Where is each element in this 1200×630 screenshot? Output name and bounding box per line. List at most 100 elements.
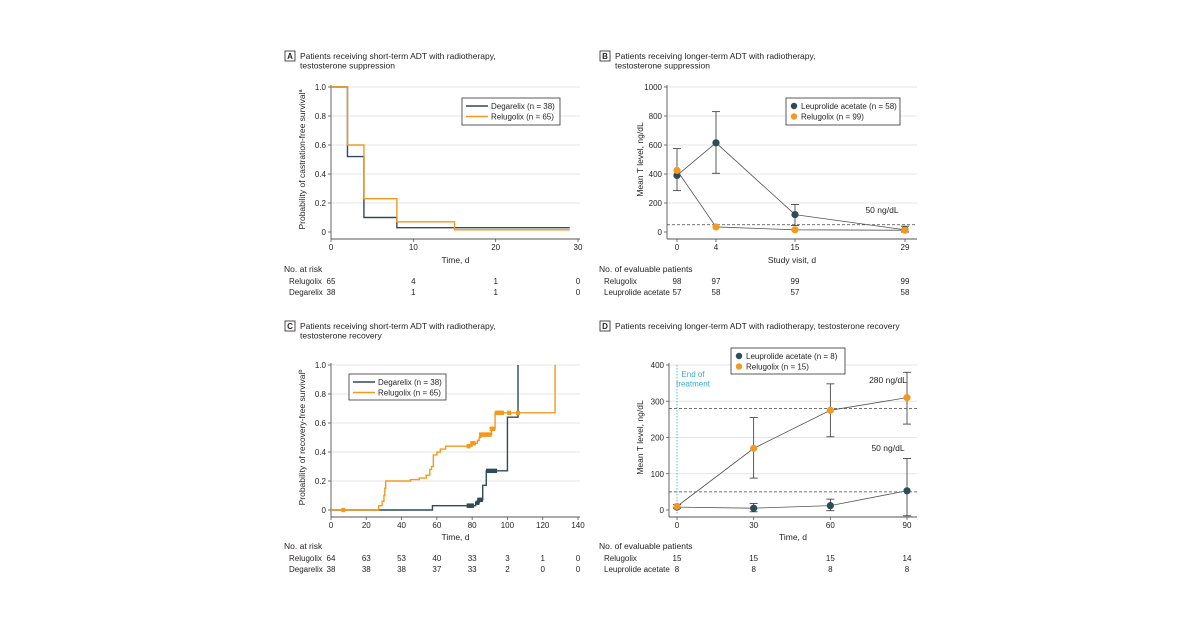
risk-table: No. at risk Relugolix 65 4 1 0 Degarelix 38 1 1 0 (284, 264, 581, 297)
y-tick-label: 0.6 (315, 141, 327, 150)
panel-C: C Patients receiving short-term ADT with … (284, 320, 585, 574)
x-tick-label: 10 (409, 243, 418, 252)
panel-letter-box (599, 320, 611, 332)
y-tick-label: 300 (651, 397, 665, 406)
panel-letter-box (284, 50, 296, 62)
y-axis-label: Mean T level, ng/dL (635, 400, 645, 475)
y-axis-label-text: Mean T level, ng/dL (635, 122, 645, 197)
reference-line-label: 50 ng/dL (865, 205, 898, 215)
data-point (673, 502, 681, 510)
data-point (712, 223, 720, 231)
series-navy (673, 111, 909, 234)
x-axis-label: Time, d (441, 255, 469, 265)
panel-letter: B (602, 52, 608, 61)
risk-value: 38 (397, 565, 406, 574)
censor-mark (471, 441, 476, 446)
y-axis-label: Probability of castration-free survivala (297, 89, 307, 230)
data-point (903, 394, 911, 402)
legend-label: Relugolix (n = 15) (746, 363, 809, 372)
risk-value: 3 (505, 554, 510, 563)
censor-mark (507, 410, 512, 416)
x-axis-label: Study visit, d (768, 255, 816, 265)
legend-label: Leuprolide acetate (n = 58) (801, 102, 897, 111)
y-axis-label-text: Probability of castration-free survival (297, 92, 307, 229)
x-tick-label: 60 (432, 521, 441, 530)
censor-mark (478, 497, 483, 503)
panel-title: Patients receiving longer-term ADT with … (615, 321, 900, 331)
y-axis-label-footnote: a (298, 89, 304, 93)
panel-title: Patients receiving short-term ADT with r… (300, 321, 496, 331)
risk-value: 98 (673, 277, 682, 286)
risk-value: 1 (540, 554, 545, 563)
x-tick-label: 90 (903, 521, 912, 530)
data-point (673, 166, 681, 174)
series-line (676, 490, 908, 509)
censor-mark (491, 426, 496, 431)
panel-letter-box (599, 50, 611, 62)
legend-label: Relugolix (n = 65) (378, 389, 441, 398)
risk-row-label: Leuprolide acetate (604, 288, 670, 297)
panel-D: D Patients receiving longer-term ADT with… (599, 320, 917, 574)
data-point (791, 211, 799, 219)
series-line (676, 397, 908, 507)
panel-title: testosterone suppression (615, 61, 710, 71)
risk-value: 53 (397, 554, 406, 563)
legend: Leuprolide acetate (n = 58) Relugolix (n … (785, 97, 901, 126)
y-tick-label: 400 (651, 361, 665, 370)
x-tick-label: 29 (901, 243, 910, 252)
risk-table-title: No. of evaluable patients (599, 541, 693, 551)
risk-value: 57 (791, 288, 800, 297)
risk-table-title: No. at risk (284, 264, 323, 274)
series-orange (331, 86, 570, 231)
legend: Leuprolide acetate (n = 8) Relugolix (n =… (730, 347, 846, 375)
risk-value: 15 (749, 554, 758, 563)
risk-table-title: No. at risk (284, 541, 323, 551)
y-tick-label: 400 (649, 170, 663, 179)
x-tick-label: 20 (491, 243, 500, 252)
data-point (826, 502, 834, 510)
legend-label: Relugolix (n = 99) (801, 113, 864, 122)
y-tick-label: 0.8 (315, 112, 327, 121)
x-tick-label: 40 (397, 521, 406, 530)
panel-title: testosterone suppression (300, 61, 395, 71)
y-axis-label: Mean T level, ng/dL (635, 122, 645, 197)
risk-value: 1 (493, 277, 498, 286)
risk-table: No. of evaluable patients Relugolix 98 97 99… (599, 264, 910, 297)
legend: Degarelix (n = 38) Relugolix (n = 65) (461, 97, 561, 126)
censor-mark (489, 468, 494, 474)
risk-value: 0 (576, 554, 581, 563)
risk-value: 64 (327, 554, 336, 563)
data-point (826, 406, 834, 414)
y-tick-label: 0 (658, 228, 663, 237)
x-tick-label: 0 (329, 521, 334, 530)
y-tick-label: 200 (651, 434, 665, 443)
y-tick-label: 0.4 (315, 448, 327, 457)
risk-value: 38 (327, 288, 336, 297)
panel-letter: A (287, 52, 293, 61)
legend: Degarelix (n = 38) Relugolix (n = 65) (348, 373, 447, 401)
y-tick-label: 0.4 (315, 170, 327, 179)
series-orange (673, 371, 911, 510)
risk-table: No. of evaluable patients Relugolix 15 15 15… (599, 541, 912, 574)
panel-title: Patients receiving short-term ADT with r… (300, 51, 496, 61)
risk-value: 63 (362, 554, 371, 563)
series-navy (673, 458, 911, 517)
series-line (676, 170, 906, 231)
risk-value: 4 (411, 277, 416, 286)
x-tick-label: 15 (791, 243, 800, 252)
risk-value: 57 (673, 288, 682, 297)
y-tick-label: 1000 (644, 83, 662, 92)
x-axis-label: Time, d (441, 532, 469, 542)
legend-box (461, 97, 561, 126)
risk-value: 58 (712, 288, 721, 297)
risk-value: 8 (751, 565, 756, 574)
y-axis-label-text: Probability of recovery-free survival (297, 373, 307, 506)
data-point (791, 226, 799, 234)
censor-mark (487, 432, 492, 437)
risk-value: 97 (712, 277, 721, 286)
data-point (750, 504, 758, 512)
risk-value: 0 (576, 277, 581, 286)
x-tick-label: 30 (574, 243, 583, 252)
series-line (676, 142, 906, 231)
